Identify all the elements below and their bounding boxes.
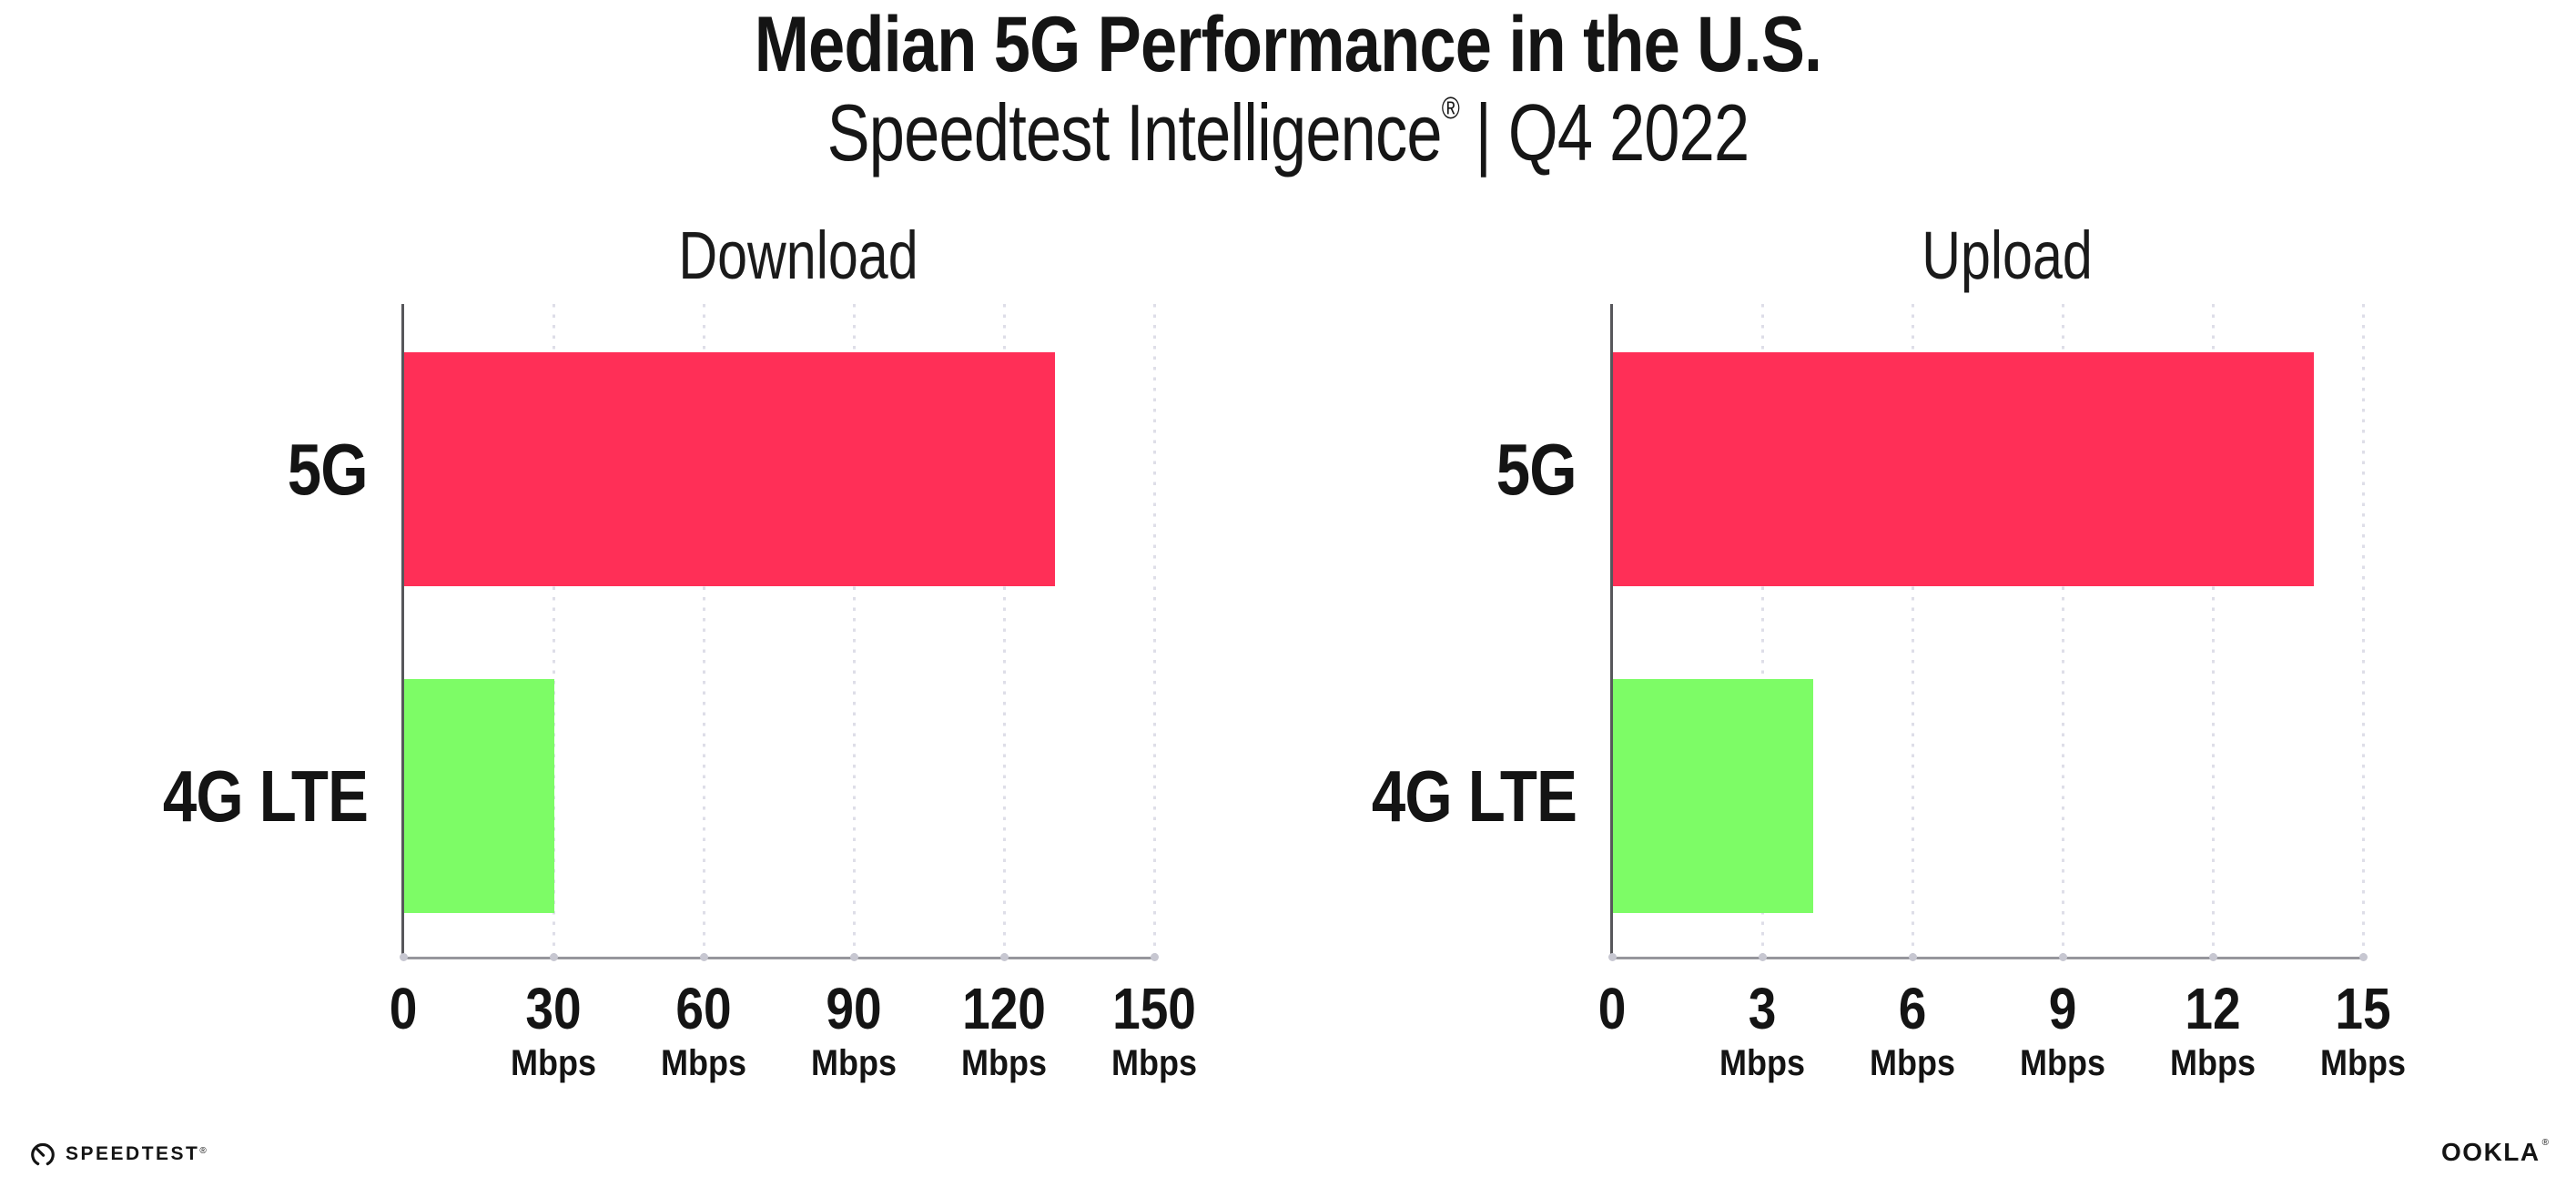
bar-5g [1613, 352, 2314, 586]
chart-title-upload: Upload [1921, 218, 2093, 293]
y-axis [401, 304, 404, 959]
gridline-15-mbps [2361, 304, 2365, 958]
gridline-60-mbps [702, 304, 705, 958]
x-tick-label-0: 0 [1597, 976, 1627, 1041]
axis-tick-dot [399, 953, 408, 961]
x-tick-label-120: 120 [962, 976, 1046, 1041]
page-title: Median 5G Performance in the U.S. [754, 1, 1822, 88]
x-tick-unit-label: Mbps [2320, 1043, 2406, 1083]
x-tick-label-6: 6 [1898, 976, 1927, 1041]
speedtest-wordmark: SPEEDTEST [66, 1143, 200, 1164]
axis-tick-dot [2208, 953, 2217, 961]
axis-tick-dot [849, 953, 858, 961]
subtitle-period: | Q4 2022 [1475, 87, 1750, 178]
x-tick-unit-label: Mbps [511, 1043, 596, 1083]
speedtest-registered-mark: ® [199, 1146, 207, 1156]
x-tick-label-90: 90 [826, 976, 882, 1041]
x-tick-unit-label: Mbps [2170, 1043, 2256, 1083]
gridline-120-mbps [1002, 304, 1006, 958]
gridline-12-mbps [2211, 304, 2215, 958]
category-label-5g: 5G [1496, 428, 1577, 510]
x-tick-unit-label: Mbps [811, 1043, 897, 1083]
x-tick-label-3: 3 [1748, 976, 1777, 1041]
x-axis [401, 957, 1156, 959]
gridline-90-mbps [852, 304, 856, 958]
subtitle-brand: Speedtest Intelligence [827, 87, 1443, 178]
axis-tick-dot [549, 953, 558, 961]
x-tick-label-9: 9 [2048, 976, 2077, 1041]
x-tick-label-150: 150 [1112, 976, 1196, 1041]
axis-tick-dot [1758, 953, 1767, 961]
axis-tick-dot [2058, 953, 2067, 961]
category-label-4g-lte: 4G LTE [162, 755, 369, 837]
gridline-150-mbps [1152, 304, 1156, 958]
ookla-logo: OOKLA ® [2441, 1138, 2549, 1166]
x-tick-unit-label: Mbps [1870, 1043, 1955, 1083]
gridline-6-mbps [1911, 304, 1914, 958]
x-tick-label-0: 0 [389, 976, 418, 1041]
x-tick-label-60: 60 [675, 976, 732, 1041]
category-label-4g-lte: 4G LTE [1371, 755, 1577, 837]
x-tick-label-12: 12 [2185, 976, 2241, 1041]
bar-4g-lte [1613, 679, 1813, 913]
ookla-wordmark: OOKLA [2441, 1138, 2541, 1166]
axis-tick-dot [1150, 953, 1159, 961]
axis-tick-dot [1908, 953, 1917, 961]
gridline-3-mbps [1760, 304, 1764, 958]
gridline-30-mbps [552, 304, 555, 958]
bar-4g-lte [404, 679, 554, 913]
gridline-9-mbps [2061, 304, 2064, 958]
speedtest-gauge-icon [31, 1142, 55, 1166]
y-axis [1610, 304, 1613, 959]
x-tick-label-30: 30 [525, 976, 582, 1041]
x-axis [1610, 957, 2365, 959]
category-label-5g: 5G [288, 428, 369, 510]
registered-trademark-mark: ® [1441, 91, 1460, 126]
x-tick-unit-label: Mbps [2020, 1043, 2105, 1083]
chart-title-download: Download [677, 218, 918, 293]
x-tick-unit-label: Mbps [661, 1043, 746, 1083]
ookla-registered-mark: ® [2541, 1138, 2549, 1148]
x-tick-unit-label: Mbps [1719, 1043, 1805, 1083]
axis-tick-dot [999, 953, 1009, 961]
axis-tick-dot [699, 953, 708, 961]
page-subtitle: Speedtest Intelligence® | Q4 2022 [827, 91, 1750, 173]
bar-5g [404, 352, 1055, 586]
axis-tick-dot [1607, 953, 1617, 961]
axis-tick-dot [2358, 953, 2368, 961]
x-tick-label-15: 15 [2335, 976, 2391, 1041]
x-tick-unit-label: Mbps [961, 1043, 1047, 1083]
x-tick-unit-label: Mbps [1111, 1043, 1197, 1083]
speedtest-logo: SPEEDTEST® [29, 1136, 207, 1172]
